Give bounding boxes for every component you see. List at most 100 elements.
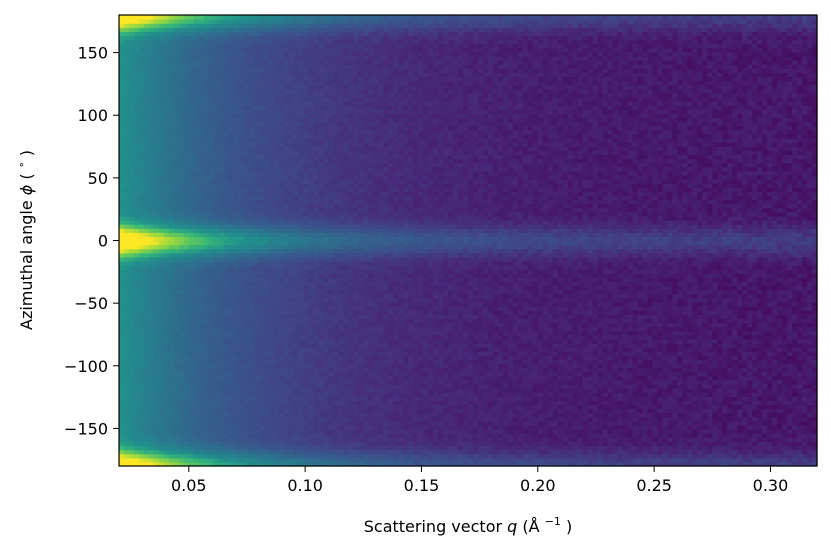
heatmap-cell (119, 363, 125, 369)
heatmap-cell (143, 109, 150, 114)
heatmap-cell (128, 445, 135, 451)
heatmap-cell (138, 183, 145, 188)
heatmap-cell (328, 101, 334, 106)
heatmap-cell (333, 125, 339, 131)
heatmap-cell (303, 367, 310, 373)
heatmap-cell (178, 31, 185, 37)
heatmap-cell (119, 310, 125, 315)
heatmap-cell (119, 265, 125, 270)
heatmap-cell (173, 133, 180, 139)
heatmap-cell (143, 412, 150, 418)
heatmap-cell (278, 306, 285, 311)
heatmap-cell (263, 56, 270, 61)
heatmap-cell (233, 384, 240, 389)
heatmap-cell (263, 445, 270, 451)
heatmap-cell (138, 416, 145, 422)
heatmap-cell (133, 117, 140, 123)
heatmap-cell (273, 330, 280, 336)
heatmap-cell (218, 113, 225, 119)
heatmap-cell (233, 261, 240, 266)
heatmap-cell (293, 23, 300, 28)
heatmap-cell (228, 224, 235, 229)
heatmap-cell (228, 125, 235, 131)
heatmap-cell (248, 244, 255, 250)
heatmap-cell (183, 404, 190, 410)
heatmap-cell (163, 338, 170, 344)
heatmap-cell (163, 47, 170, 53)
heatmap-cell (228, 170, 235, 176)
heatmap-cell (148, 72, 155, 78)
heatmap-cell (133, 150, 140, 155)
heatmap-cell (288, 97, 295, 102)
heatmap-cell (303, 113, 310, 119)
heatmap-cell (188, 355, 195, 360)
heatmap-cell (248, 154, 255, 160)
heatmap-cell (323, 359, 329, 365)
heatmap-cell (338, 47, 344, 53)
heatmap-cell (248, 64, 255, 69)
heatmap-cell (173, 396, 180, 401)
heatmap-cell (333, 244, 339, 250)
heatmap-cell (163, 207, 170, 213)
heatmap-cell (333, 416, 339, 422)
heatmap-cell (193, 211, 200, 217)
heatmap-cell (153, 388, 160, 393)
heatmap-cell (168, 101, 175, 106)
heatmap-cell (133, 27, 140, 32)
heatmap-cell (228, 84, 235, 90)
heatmap-cell (248, 35, 255, 41)
heatmap-cell (293, 355, 300, 360)
heatmap-cell (203, 154, 210, 160)
heatmap-cell (153, 170, 160, 176)
heatmap-cell (323, 252, 329, 258)
heatmap-cell (218, 318, 225, 324)
heatmap-cell (228, 244, 235, 250)
heatmap-cell (293, 425, 300, 430)
heatmap-cell (333, 31, 339, 37)
heatmap-cell (183, 228, 190, 233)
heatmap-cell (138, 84, 145, 90)
heatmap-cell (198, 109, 205, 114)
heatmap-cell (119, 285, 125, 291)
heatmap-cell (138, 441, 145, 447)
heatmap-cell (288, 396, 295, 401)
heatmap-cell (273, 379, 280, 385)
heatmap-cell (158, 191, 165, 196)
heatmap-cell (298, 379, 305, 385)
heatmap-cell (308, 80, 315, 86)
heatmap-cell (268, 97, 275, 102)
heatmap-cell (203, 31, 210, 37)
heatmap-cell (283, 158, 290, 164)
heatmap-cell (183, 76, 190, 82)
heatmap-cell (333, 174, 339, 180)
heatmap-cell (193, 125, 200, 131)
heatmap-cell (119, 302, 125, 307)
heatmap-cell (193, 322, 200, 328)
heatmap-cell (273, 228, 280, 233)
heatmap-cell (148, 150, 155, 155)
heatmap-cell (133, 228, 140, 233)
heatmap-cell (213, 129, 220, 135)
heatmap-cell (208, 359, 215, 365)
heatmap-cell (343, 404, 349, 410)
heatmap-cell (308, 27, 315, 32)
heatmap-cell (183, 19, 190, 24)
heatmap-cell (173, 88, 180, 94)
heatmap-cell (163, 187, 170, 192)
heatmap-cell (233, 146, 240, 151)
heatmap-cell (268, 31, 275, 37)
heatmap-cell (228, 133, 235, 139)
heatmap-cell (238, 109, 245, 114)
heatmap-cell (278, 142, 285, 147)
heatmap-cell (288, 51, 295, 57)
heatmap-cell (203, 35, 210, 41)
heatmap-cell (298, 150, 305, 155)
heatmap-cell (263, 64, 270, 69)
heatmap-cell (119, 429, 125, 434)
heatmap-cell (133, 273, 140, 278)
heatmap-cell (183, 183, 190, 188)
heatmap-cell (163, 453, 170, 459)
heatmap-cell (313, 306, 320, 311)
heatmap-cell (318, 297, 325, 303)
heatmap-cell (323, 351, 329, 356)
